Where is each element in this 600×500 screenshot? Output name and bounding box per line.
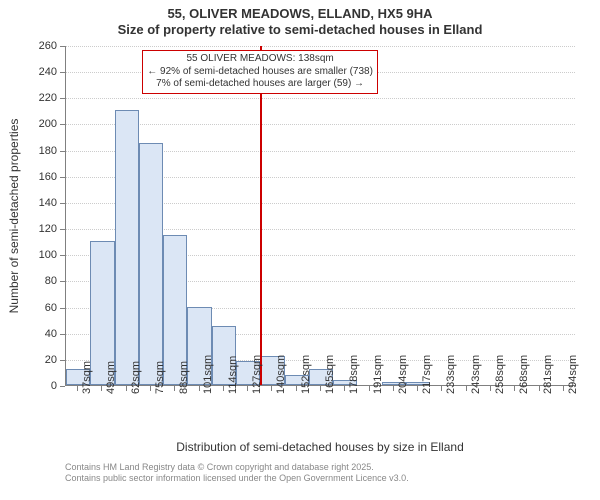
x-tick-mark bbox=[393, 386, 394, 391]
x-tick-label: 268sqm bbox=[518, 355, 530, 394]
attribution-line1: Contains HM Land Registry data © Crown c… bbox=[65, 462, 409, 473]
y-tick-label: 0 bbox=[17, 380, 57, 392]
gridline bbox=[66, 98, 575, 99]
x-axis-title: Distribution of semi-detached houses by … bbox=[176, 440, 463, 454]
y-tick-label: 240 bbox=[17, 66, 57, 78]
x-tick-mark bbox=[369, 386, 370, 391]
y-tick-mark bbox=[60, 386, 65, 387]
x-tick-label: 243sqm bbox=[470, 355, 482, 394]
y-tick-label: 180 bbox=[17, 145, 57, 157]
x-tick-mark bbox=[199, 386, 200, 391]
y-tick-mark bbox=[60, 72, 65, 73]
attribution-line2: Contains public sector information licen… bbox=[65, 473, 409, 484]
x-tick-label: 62sqm bbox=[130, 361, 142, 394]
y-tick-mark bbox=[60, 124, 65, 125]
x-tick-label: 281sqm bbox=[542, 355, 554, 394]
histogram-bar bbox=[115, 110, 139, 385]
y-tick-mark bbox=[60, 151, 65, 152]
x-tick-label: 165sqm bbox=[324, 355, 336, 394]
y-tick-label: 60 bbox=[17, 302, 57, 314]
y-tick-mark bbox=[60, 46, 65, 47]
x-tick-label: 152sqm bbox=[300, 355, 312, 394]
x-tick-label: 127sqm bbox=[251, 355, 263, 394]
title-line1: 55, OLIVER MEADOWS, ELLAND, HX5 9HA bbox=[0, 6, 600, 22]
y-tick-label: 160 bbox=[17, 171, 57, 183]
y-tick-mark bbox=[60, 360, 65, 361]
y-tick-label: 220 bbox=[17, 92, 57, 104]
annotation-line: ← 92% of semi-detached houses are smalle… bbox=[147, 66, 373, 79]
x-tick-mark bbox=[417, 386, 418, 391]
x-tick-label: 114sqm bbox=[227, 356, 239, 394]
y-tick-mark bbox=[60, 229, 65, 230]
annotation-box: 55 OLIVER MEADOWS: 138sqm← 92% of semi-d… bbox=[142, 50, 378, 94]
x-tick-mark bbox=[539, 386, 540, 391]
x-tick-label: 140sqm bbox=[275, 355, 287, 394]
x-tick-mark bbox=[514, 386, 515, 391]
x-tick-label: 258sqm bbox=[494, 355, 506, 394]
x-tick-mark bbox=[490, 386, 491, 391]
x-tick-mark bbox=[77, 386, 78, 391]
x-tick-label: 49sqm bbox=[105, 361, 117, 394]
y-tick-mark bbox=[60, 203, 65, 204]
y-tick-label: 20 bbox=[17, 354, 57, 366]
y-tick-label: 40 bbox=[17, 328, 57, 340]
x-tick-mark bbox=[174, 386, 175, 391]
gridline bbox=[66, 124, 575, 125]
y-tick-label: 140 bbox=[17, 197, 57, 209]
x-tick-label: 178sqm bbox=[348, 355, 360, 394]
x-tick-mark bbox=[563, 386, 564, 391]
x-tick-mark bbox=[247, 386, 248, 391]
x-tick-label: 294sqm bbox=[567, 355, 579, 394]
y-tick-mark bbox=[60, 308, 65, 309]
x-tick-mark bbox=[296, 386, 297, 391]
annotation-line: 7% of semi-detached houses are larger (5… bbox=[147, 78, 373, 91]
x-tick-label: 101sqm bbox=[202, 355, 214, 394]
x-tick-mark bbox=[101, 386, 102, 391]
y-tick-label: 80 bbox=[17, 275, 57, 287]
x-tick-mark bbox=[150, 386, 151, 391]
x-tick-label: 233sqm bbox=[445, 355, 457, 394]
y-tick-label: 120 bbox=[17, 223, 57, 235]
y-tick-mark bbox=[60, 281, 65, 282]
x-tick-label: 88sqm bbox=[178, 361, 190, 394]
x-tick-mark bbox=[126, 386, 127, 391]
x-tick-label: 217sqm bbox=[421, 355, 433, 394]
y-tick-mark bbox=[60, 334, 65, 335]
y-tick-mark bbox=[60, 255, 65, 256]
x-tick-mark bbox=[320, 386, 321, 391]
y-tick-mark bbox=[60, 98, 65, 99]
plot-area: 55 OLIVER MEADOWS: 138sqm← 92% of semi-d… bbox=[65, 46, 575, 386]
x-tick-label: 37sqm bbox=[81, 361, 93, 394]
y-tick-label: 260 bbox=[17, 40, 57, 52]
y-tick-label: 200 bbox=[17, 118, 57, 130]
x-tick-mark bbox=[223, 386, 224, 391]
y-tick-mark bbox=[60, 177, 65, 178]
gridline bbox=[66, 46, 575, 47]
attribution: Contains HM Land Registry data © Crown c… bbox=[65, 462, 409, 484]
x-tick-mark bbox=[271, 386, 272, 391]
title-line2: Size of property relative to semi-detach… bbox=[0, 22, 600, 38]
histogram-bar bbox=[139, 143, 163, 385]
x-tick-mark bbox=[466, 386, 467, 391]
chart-title: 55, OLIVER MEADOWS, ELLAND, HX5 9HA Size… bbox=[0, 0, 600, 39]
x-tick-label: 204sqm bbox=[397, 355, 409, 394]
x-tick-label: 191sqm bbox=[372, 355, 384, 394]
y-tick-label: 100 bbox=[17, 249, 57, 261]
x-tick-mark bbox=[344, 386, 345, 391]
x-tick-mark bbox=[441, 386, 442, 391]
annotation-line: 55 OLIVER MEADOWS: 138sqm bbox=[147, 53, 373, 66]
reference-line bbox=[260, 46, 262, 385]
x-tick-label: 75sqm bbox=[154, 361, 166, 394]
